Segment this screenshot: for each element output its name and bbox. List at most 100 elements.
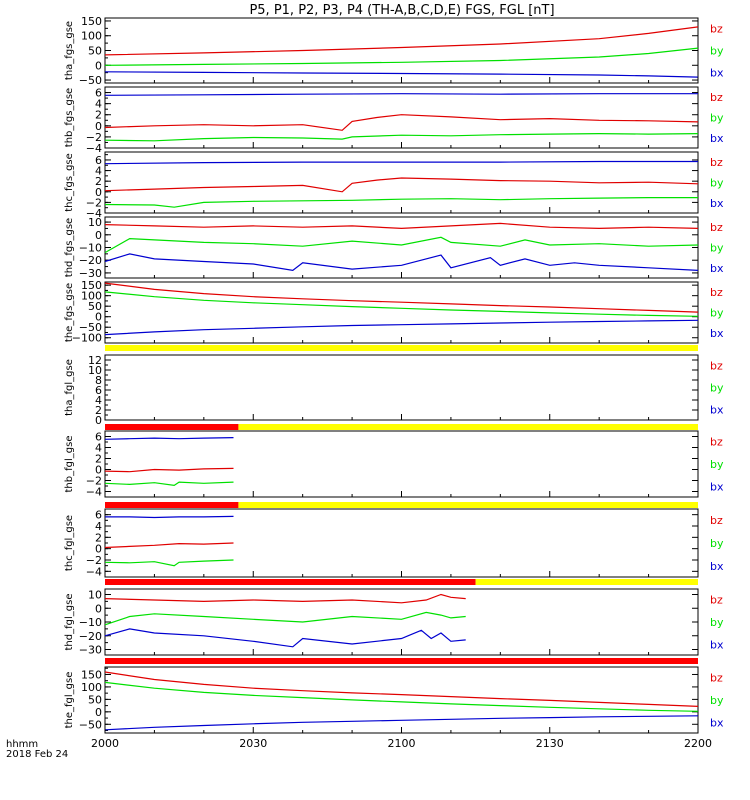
y-tick-label: 2	[95, 175, 102, 188]
legend-bz: bz	[710, 436, 723, 449]
legend-bz: bz	[710, 91, 723, 104]
legend-by: by	[710, 177, 724, 190]
y-tick-label: −2	[86, 554, 102, 567]
y-tick-label: 6	[95, 384, 102, 397]
legend-bx: bx	[710, 262, 724, 275]
series-line-bz	[104, 114, 699, 131]
series-line-bx	[104, 715, 699, 731]
y-tick-label: −30	[79, 267, 102, 280]
y-axis-label: tha_fgs_gse	[64, 21, 75, 80]
chart-title: P5, P1, P2, P3, P4 (TH-A,B,C,D,E) FGS, F…	[249, 3, 554, 18]
y-tick-label: 2	[95, 453, 102, 466]
panel-thd_fgs_gse: 100−10−20−30 thd_fgs_gse bz by bx	[64, 216, 724, 280]
series-line-bx	[104, 93, 698, 96]
y-tick-label: 100	[81, 681, 102, 694]
legend-bz: bz	[710, 514, 723, 527]
y-tick-label: 0	[95, 543, 102, 556]
panel-frame	[104, 588, 699, 656]
y-tick-label: −2	[86, 475, 102, 488]
series-line-bx	[104, 160, 698, 165]
y-tick-label: 10	[88, 364, 102, 377]
legend-by: by	[710, 694, 724, 707]
panel-frame	[104, 508, 699, 578]
y-tick-label: −2	[86, 196, 102, 209]
legend-by: by	[710, 382, 724, 395]
status-bar-red	[105, 424, 239, 430]
legend-bz: bz	[710, 156, 723, 169]
x-tick-label: 2000	[91, 737, 119, 750]
panel-frame	[104, 430, 699, 498]
y-tick-label: −10	[79, 616, 102, 629]
y-tick-label: 6	[95, 509, 102, 522]
status-bar-red	[105, 579, 476, 585]
y-tick-label: 100	[81, 30, 102, 43]
y-tick-label: −4	[86, 142, 102, 155]
series-line-bx	[104, 437, 234, 440]
series-line-bx	[104, 319, 699, 336]
y-axis-label: thb_fgl_gse	[64, 436, 75, 493]
legend-bz: bz	[710, 286, 723, 299]
y-axis-label: thc_fgs_gse	[64, 153, 75, 212]
y-tick-label: 12	[88, 354, 102, 367]
status-bar-yellow	[475, 579, 698, 585]
y-tick-label: 4	[95, 442, 102, 455]
x-tick-label: 2130	[536, 737, 564, 750]
x-tick-label: 2030	[239, 737, 267, 750]
y-tick-label: 150	[81, 279, 102, 292]
y-tick-label: −4	[86, 486, 102, 499]
panel-frame	[104, 216, 699, 279]
series-line-by	[104, 611, 466, 626]
y-tick-label: 2	[95, 109, 102, 122]
y-tick-label: −20	[79, 254, 102, 267]
y-tick-label: −20	[79, 630, 102, 643]
series-line-by	[104, 236, 699, 254]
y-tick-label: 0	[95, 229, 102, 242]
legend-bx: bx	[710, 197, 724, 210]
y-tick-label: 0	[95, 311, 102, 324]
panel-frame	[104, 354, 699, 421]
legend-bx: bx	[710, 327, 724, 340]
legend-bz: bz	[710, 672, 723, 685]
x-unit-label: hhmm	[6, 739, 38, 750]
y-axis-label: the_fgs_gse	[64, 283, 75, 342]
series-line-bx	[104, 71, 699, 78]
y-tick-label: 10	[88, 216, 102, 229]
legend-bz: bz	[710, 221, 723, 234]
y-tick-label: 4	[95, 165, 102, 178]
y-tick-label: 150	[81, 15, 102, 28]
y-axis-label: thb_fgs_gse	[64, 88, 75, 147]
y-tick-label: −4	[86, 207, 102, 220]
y-tick-label: 0	[95, 120, 102, 133]
y-tick-label: −4	[86, 565, 102, 578]
series-line-by	[104, 47, 699, 66]
date-label: 2018 Feb 24	[6, 749, 68, 760]
legend-bx: bx	[710, 480, 724, 493]
status-bar-yellow	[238, 502, 699, 508]
series-line-by	[104, 681, 699, 712]
status-bar-red	[105, 658, 698, 664]
legend-bx: bx	[710, 560, 724, 573]
x-tick-label: 2100	[388, 737, 416, 750]
legend-bx: bx	[710, 132, 724, 145]
y-tick-label: 150	[81, 668, 102, 681]
y-tick-label: 8	[95, 374, 102, 387]
legend-by: by	[710, 45, 724, 58]
series-line-by	[104, 132, 699, 142]
panel-frame	[104, 281, 699, 344]
panel-thd_fgl_gse: 100−10−20−30 thd_fgl_gse bz by bx	[64, 579, 724, 657]
legend-bz: bz	[710, 22, 723, 35]
y-tick-label: 0	[95, 186, 102, 199]
y-tick-label: 4	[95, 394, 102, 407]
x-axis: 2000 2030 2100 2130 2200	[91, 737, 712, 750]
legend-bx: bx	[710, 638, 724, 651]
y-tick-label: 0	[95, 414, 102, 427]
y-tick-label: −50	[79, 321, 102, 334]
legend-bx: bx	[710, 716, 724, 729]
y-tick-label: 50	[88, 300, 102, 313]
